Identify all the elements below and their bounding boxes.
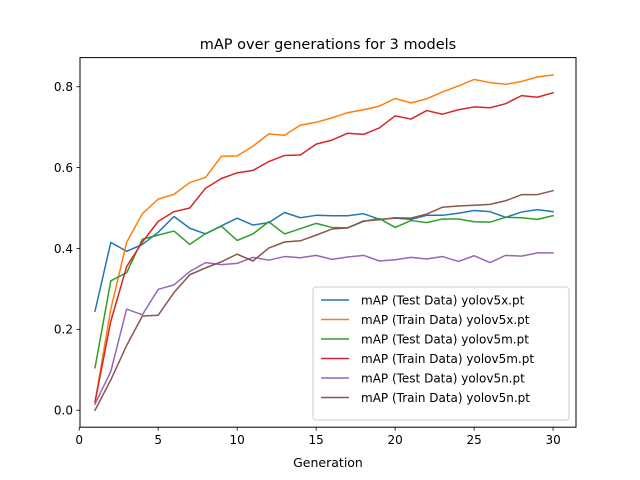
series-lines	[93, 74, 555, 412]
series-line-4	[94, 91, 555, 404]
x-tick-label: 15	[309, 433, 324, 447]
y-tick-label: 0.2	[54, 323, 73, 337]
legend-label-1: mAP (Test Data) yolov5x.pt	[361, 293, 525, 307]
legend-label-5: mAP (Test Data) yolov5n.pt	[361, 371, 525, 385]
y-tick-label: 0.6	[54, 161, 73, 175]
legend-label-6: mAP (Train Data) yolov5n.pt	[361, 391, 530, 405]
axis-ticks: 0 5 10 15 20 25 30 0.0 0.2 0.4 0.6 0.8	[54, 80, 561, 447]
x-tick-label: 0	[75, 433, 83, 447]
x-tick-label: 25	[466, 433, 481, 447]
legend-label-2: mAP (Train Data) yolov5x.pt	[361, 313, 530, 327]
legend-label-3: mAP (Test Data) yolov5m.pt	[361, 332, 529, 346]
legend-label-4: mAP (Train Data) yolov5m.pt	[361, 352, 534, 366]
x-tick-label: 5	[154, 433, 162, 447]
series-line-3	[94, 214, 554, 369]
chart-title: mAP over generations for 3 models	[200, 37, 456, 53]
x-axis-label: Generation	[293, 455, 363, 470]
legend-box	[312, 286, 570, 421]
legend: mAP (Test Data) yolov5x.pt mAP (Train Dat…	[312, 286, 570, 421]
y-tick-label: 0.4	[54, 242, 73, 256]
series-line-2	[94, 74, 554, 403]
series-line-5	[94, 252, 554, 406]
plot-area-frame	[79, 57, 577, 428]
series-line-6	[93, 189, 555, 412]
x-tick-label: 30	[545, 433, 560, 447]
series-line-1	[94, 208, 554, 313]
x-tick-label: 20	[387, 433, 402, 447]
y-tick-label: 0.0	[54, 404, 73, 418]
x-tick-label: 10	[230, 433, 245, 447]
y-tick-label: 0.8	[54, 80, 73, 94]
